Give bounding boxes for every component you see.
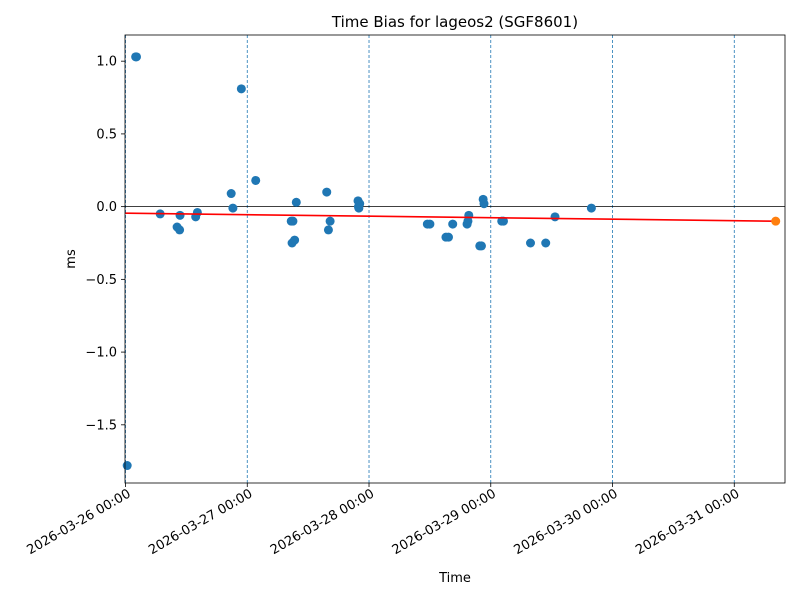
y-tick-label: −1.5 bbox=[85, 418, 117, 433]
data-point bbox=[325, 216, 335, 226]
data-point bbox=[228, 203, 238, 213]
data-point bbox=[541, 238, 551, 248]
data-point bbox=[550, 212, 560, 222]
y-axis-label: ms bbox=[64, 249, 79, 269]
chart-title: Time Bias for lageos2 (SGF8601) bbox=[331, 13, 578, 31]
data-point bbox=[323, 225, 333, 235]
data-point bbox=[425, 219, 435, 229]
y-tick-label: 1.0 bbox=[96, 55, 117, 70]
trend-line bbox=[125, 212, 776, 222]
data-point bbox=[192, 207, 202, 217]
data-point bbox=[464, 210, 474, 220]
data-point bbox=[290, 235, 300, 245]
data-point bbox=[288, 216, 298, 226]
data-point bbox=[131, 52, 141, 62]
data-point bbox=[251, 175, 261, 185]
data-point bbox=[322, 187, 332, 197]
y-tick-label: −1.0 bbox=[85, 346, 117, 361]
data-point bbox=[448, 219, 458, 229]
data-point bbox=[236, 84, 246, 94]
prediction-point bbox=[771, 216, 781, 226]
data-point bbox=[355, 199, 365, 209]
data-point bbox=[122, 461, 132, 471]
x-axis-label: Time bbox=[438, 571, 471, 586]
plot-frame bbox=[124, 34, 786, 484]
data-point bbox=[476, 241, 486, 251]
data-point bbox=[175, 225, 185, 235]
data-point bbox=[479, 199, 489, 209]
data-point bbox=[443, 232, 453, 242]
y-tick-label: 0.0 bbox=[96, 200, 117, 215]
data-point bbox=[175, 210, 185, 220]
data-point bbox=[226, 189, 236, 199]
data-point bbox=[586, 203, 596, 213]
y-tick-label: 0.5 bbox=[96, 127, 117, 142]
data-point bbox=[291, 197, 301, 207]
data-point bbox=[498, 216, 508, 226]
y-tick-label: −0.5 bbox=[85, 273, 117, 288]
data-point bbox=[526, 238, 536, 248]
